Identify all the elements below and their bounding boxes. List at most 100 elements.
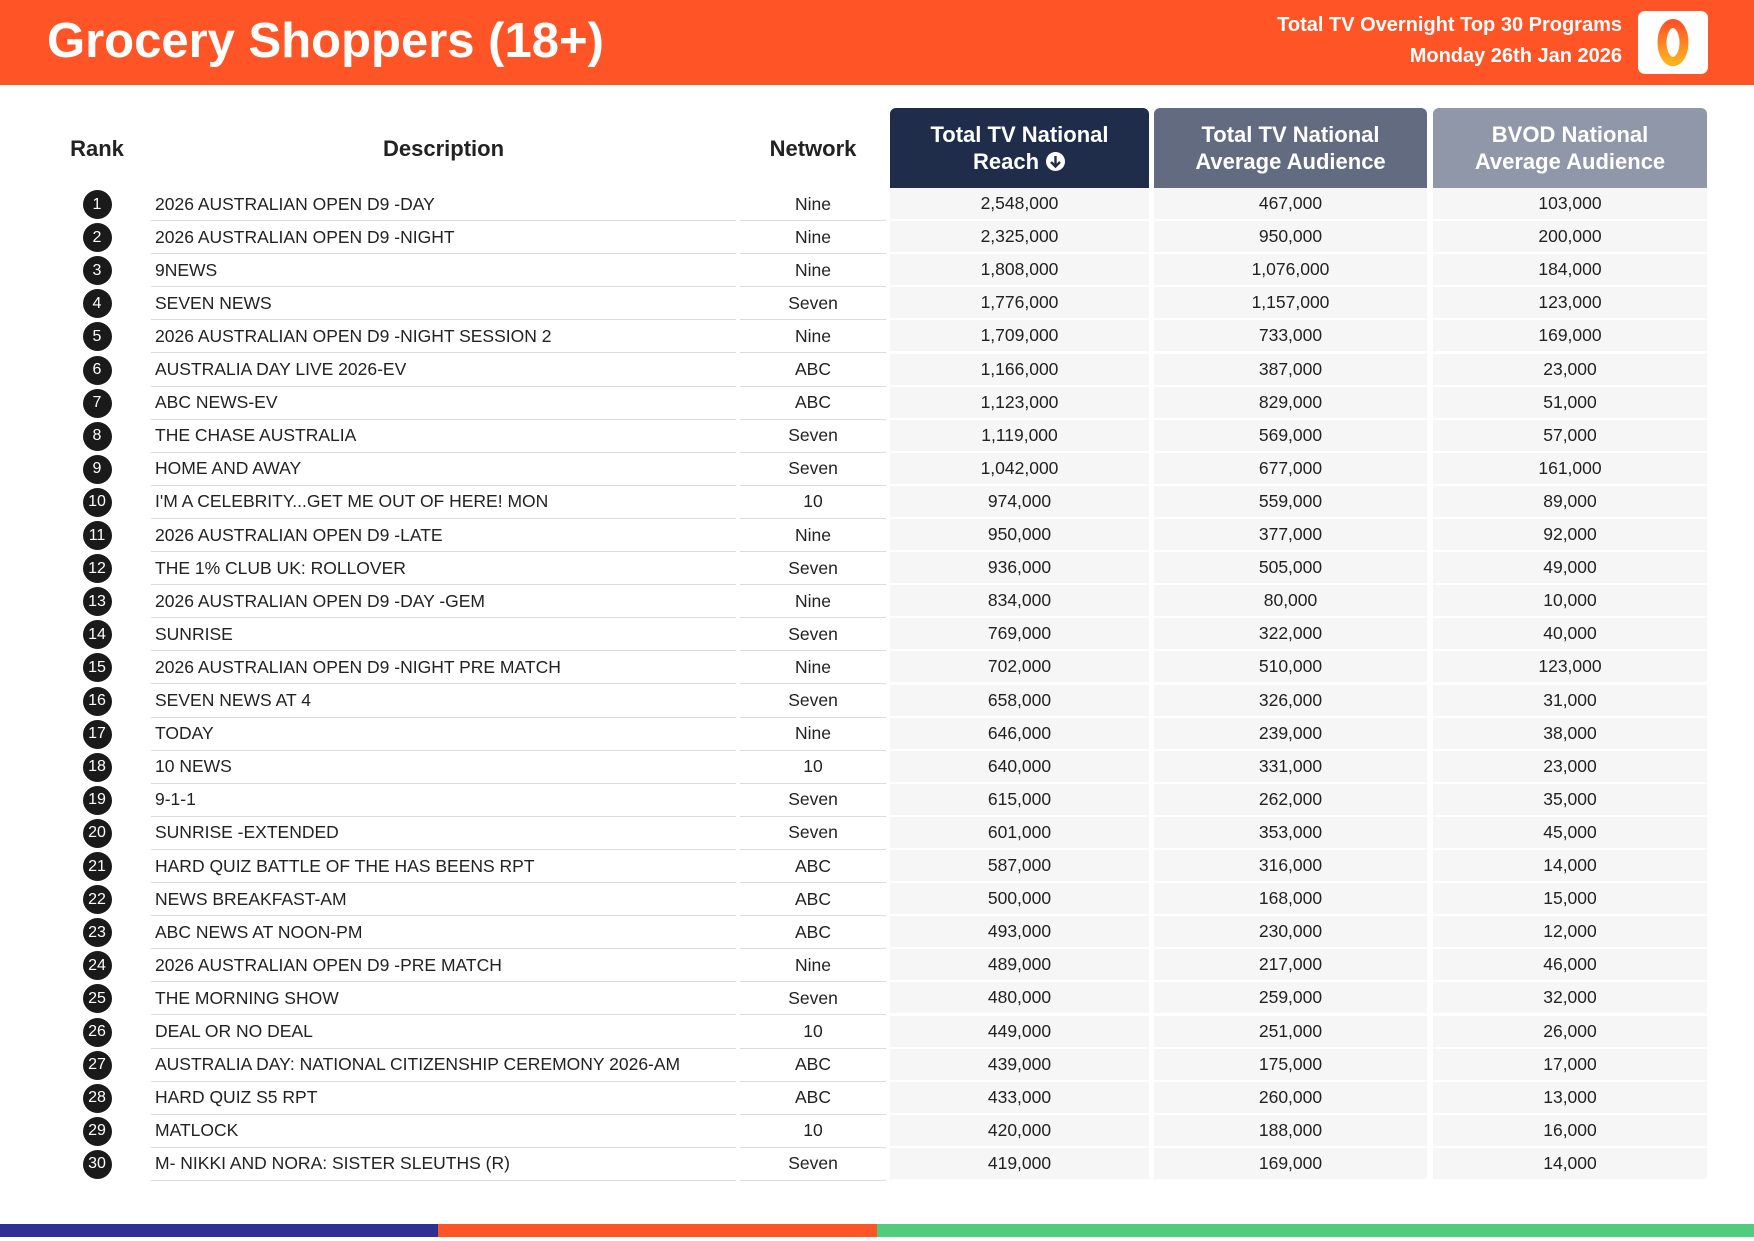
rank-cell: 4	[55, 287, 139, 320]
audience-value: 326,000	[1154, 684, 1427, 718]
network: 10	[740, 1115, 886, 1148]
audience-value: 646,000	[890, 717, 1149, 751]
rank-badge: 1	[82, 190, 112, 220]
logo-mark	[1657, 19, 1689, 66]
network: Seven	[740, 420, 886, 453]
program-name: SEVEN NEWS AT 4	[151, 685, 736, 718]
column-header-text: Total TV National Average Audience	[1195, 122, 1386, 174]
audience-value: 103,000	[1433, 188, 1707, 222]
audience-value: 702,000	[890, 651, 1149, 685]
audience-value: 769,000	[890, 618, 1149, 652]
audience-value: 829,000	[1154, 386, 1427, 420]
audience-value: 10,000	[1433, 585, 1707, 619]
audience-value: 510,000	[1154, 651, 1427, 685]
program-name: I'M A CELEBRITY...GET ME OUT OF HERE! MO…	[151, 486, 736, 519]
audience-value: 316,000	[1154, 850, 1427, 884]
rank-cell: 2	[55, 221, 139, 254]
audience-value: 658,000	[890, 684, 1149, 718]
audience-value: 1,776,000	[890, 287, 1149, 321]
network: Nine	[740, 519, 886, 553]
audience-value: 449,000	[890, 1015, 1149, 1049]
rank-badge: 24	[82, 951, 112, 981]
audience-value: 89,000	[1433, 485, 1707, 519]
column-header-text: Rank	[70, 135, 124, 161]
audience-value: 1,166,000	[890, 353, 1149, 387]
program-name: HARD QUIZ S5 RPT	[151, 1082, 736, 1115]
audience-value: 559,000	[1154, 485, 1427, 519]
audience-value: 1,042,000	[890, 452, 1149, 486]
rank-badge: 17	[82, 719, 112, 749]
rank-badge: 25	[82, 984, 112, 1014]
audience-value: 505,000	[1154, 552, 1427, 586]
audience-value: 420,000	[890, 1114, 1149, 1148]
audience-value: 35,000	[1433, 783, 1707, 817]
program-name: DEAL OR NO DEAL	[151, 1016, 736, 1049]
network: ABC	[740, 387, 886, 420]
rank-cell: 19	[55, 784, 139, 817]
rank-cell: 24	[55, 949, 139, 982]
rank-badge: 30	[82, 1149, 112, 1179]
audience-value: 23,000	[1433, 353, 1707, 387]
audience-value: 493,000	[890, 916, 1149, 950]
rank-badge: 12	[82, 554, 112, 584]
network: ABC	[740, 850, 886, 884]
audience-value: 92,000	[1433, 519, 1707, 553]
audience-value: 467,000	[1154, 188, 1427, 222]
column-header-text: Total TV National Reach	[930, 122, 1109, 174]
audience-value: 1,157,000	[1154, 287, 1427, 321]
audience-value: 950,000	[1154, 221, 1427, 255]
audience-value: 1,076,000	[1154, 254, 1427, 288]
audience-value: 677,000	[1154, 452, 1427, 486]
program-name: 2026 AUSTRALIAN OPEN D9 -DAY	[151, 188, 736, 222]
footer-bar	[877, 1224, 1754, 1237]
sort-icon[interactable]	[1045, 151, 1066, 172]
logo-ring	[1657, 19, 1689, 66]
rank-badge: 9	[82, 454, 112, 484]
network: Seven	[740, 453, 886, 486]
audience-value: 169,000	[1433, 320, 1707, 354]
audience-value: 387,000	[1154, 353, 1427, 387]
audience-value: 23,000	[1433, 750, 1707, 784]
program-name: 2026 AUSTRALIAN OPEN D9 -NIGHT	[151, 221, 736, 255]
column-header: Network	[740, 108, 886, 188]
rank-cell: 26	[55, 1016, 139, 1049]
rank-badge: 20	[82, 818, 112, 848]
rank-cell: 21	[55, 850, 139, 883]
audience-value: 601,000	[890, 816, 1149, 850]
audience-value: 230,000	[1154, 916, 1427, 950]
rank-badge: 23	[82, 918, 112, 948]
network: Seven	[740, 287, 886, 321]
rank-cell: 11	[55, 519, 139, 552]
program-name: 2026 AUSTRALIAN OPEN D9 -NIGHT SESSION 2	[151, 320, 736, 354]
audience-value: 936,000	[890, 552, 1149, 586]
rank-cell: 14	[55, 618, 139, 651]
rank-cell: 22	[55, 883, 139, 916]
program-name: 10 NEWS	[151, 751, 736, 784]
rank-cell: 6	[55, 354, 139, 387]
network: Seven	[740, 1148, 886, 1181]
rank-cell: 5	[55, 320, 139, 353]
network: Nine	[740, 320, 886, 354]
audience-value: 1,709,000	[890, 320, 1149, 354]
network: ABC	[740, 1082, 886, 1115]
network: Nine	[740, 221, 886, 255]
rank-badge: 16	[82, 686, 112, 716]
audience-value: 2,325,000	[890, 221, 1149, 255]
audience-value: 123,000	[1433, 287, 1707, 321]
rank-cell: 20	[55, 817, 139, 850]
audience-value: 489,000	[890, 949, 1149, 983]
network: Seven	[740, 784, 886, 817]
audience-value: 640,000	[890, 750, 1149, 784]
column-header-text: BVOD National Average Audience	[1474, 122, 1666, 174]
column-header: Total TV National Reach	[890, 108, 1149, 188]
audience-value: 168,000	[1154, 883, 1427, 917]
audience-value: 169,000	[1154, 1147, 1427, 1181]
program-name: MATLOCK	[151, 1115, 736, 1148]
network: Nine	[740, 585, 886, 619]
program-name: 2026 AUSTRALIAN OPEN D9 -PRE MATCH	[151, 949, 736, 983]
network: 10	[740, 751, 886, 784]
program-name: M- NIKKI AND NORA: SISTER SLEUTHS (R)	[151, 1148, 736, 1181]
program-name: THE MORNING SHOW	[151, 982, 736, 1016]
program-name: SUNRISE -EXTENDED	[151, 817, 736, 850]
